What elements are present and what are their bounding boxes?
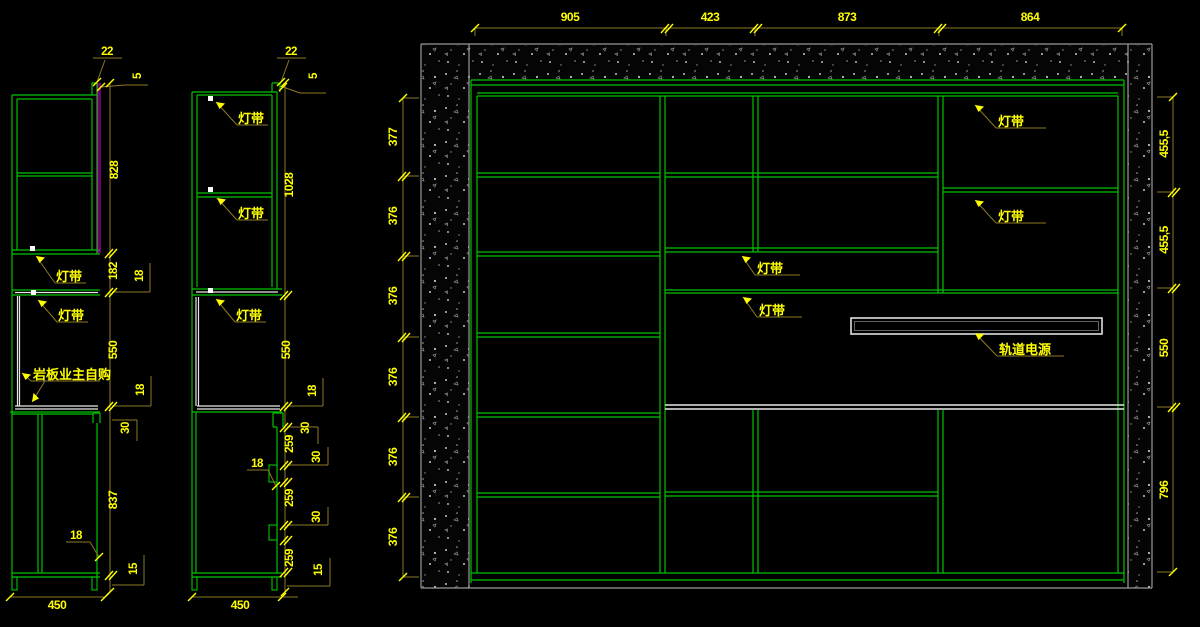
view2-led-strip-mark-1: [208, 96, 213, 101]
v1-dim-30: 30: [120, 422, 132, 434]
v1-dim-5: 5: [132, 72, 144, 79]
v2-dim-450: 450: [231, 598, 250, 612]
view2-stone-slab-lines: [195, 291, 280, 410]
v2-dim-15: 15: [313, 563, 325, 576]
dim-550-main: 550: [1157, 338, 1171, 357]
view1-led-strip-mark-1: [30, 246, 35, 251]
dim-873: 873: [838, 10, 857, 24]
v2-dim-259b: 259: [284, 489, 296, 507]
dim-377: 377: [386, 127, 400, 146]
v2-dim-18: 18: [307, 384, 319, 397]
main-elevation-cabinet: [470, 79, 1125, 583]
view2-structure-lines: [191, 82, 284, 578]
left-wall-hatch: [422, 45, 469, 588]
v1-dim-18b: 18: [135, 383, 147, 396]
v1-dim-828: 828: [107, 160, 121, 179]
view1-stone-slab-lines: [15, 291, 98, 410]
view1-led-strip-mark-2: [31, 290, 36, 295]
view2-edge-notch-1: [268, 464, 278, 483]
label-track-power: 轨道电源: [999, 342, 1051, 357]
v1-dim-837: 837: [106, 490, 120, 509]
v1-dim-18a: 18: [134, 269, 146, 282]
dim-376-4: 376: [386, 447, 400, 466]
cabinet-structure-lines: [470, 79, 1125, 583]
v2-dim-30a: 30: [300, 422, 312, 434]
dim-455-1: 455,5: [1157, 129, 1171, 157]
dim-376-3: 376: [386, 367, 400, 386]
v2-dim-30b: 30: [311, 451, 323, 463]
dim-864: 864: [1021, 10, 1040, 24]
v1-dim-18c: 18: [70, 530, 83, 542]
label-lightstrip-v2c: 灯带: [236, 308, 262, 323]
dim-376-1: 376: [386, 206, 400, 225]
v2-dim-259a: 259: [284, 435, 296, 453]
ceiling-hatch: [469, 45, 1128, 80]
dim-423: 423: [701, 10, 720, 24]
view2-led-strip-mark-3: [208, 288, 213, 293]
v2-dim-5: 5: [308, 72, 320, 79]
view1-back-panel-magenta: [97, 83, 101, 253]
dim-376-2: 376: [386, 286, 400, 305]
wall-boundary-lines: [420, 43, 1153, 589]
v2-dim-30c: 30: [311, 511, 323, 523]
view2-led-strip-mark-2: [208, 187, 213, 192]
label-lightstrip-main3: 灯带: [757, 261, 783, 276]
dim-376-5: 376: [386, 527, 400, 546]
v2-dim-550: 550: [279, 340, 293, 359]
dim-905: 905: [561, 10, 580, 24]
dim-455-2: 455,5: [1157, 225, 1171, 253]
v2-dim-1028: 1028: [282, 172, 296, 198]
label-lightstrip-main2: 灯带: [998, 209, 1024, 224]
label-lightstrip-main4: 灯带: [759, 303, 785, 318]
right-wall-hatch: [1128, 45, 1152, 588]
view1-right-foot: [91, 576, 98, 591]
track-power-bar-inner: [854, 321, 1099, 331]
v1-dim-15: 15: [128, 562, 140, 575]
v2-dim-22: 22: [285, 46, 297, 58]
track-power-bar: [850, 317, 1103, 335]
v2-dim-259c: 259: [284, 549, 296, 567]
label-lightstrip-main1: 灯带: [998, 114, 1024, 129]
label-slab-note: 岩板业主自购: [32, 367, 111, 382]
label-lightstrip-v1b: 灯带: [58, 308, 84, 323]
main-elevation-walls: [420, 43, 1153, 589]
section-view-1: [10, 82, 101, 591]
v2-dim-18-leader: 18: [251, 458, 264, 470]
v1-dim-22: 22: [101, 46, 113, 58]
v1-dim-550: 550: [106, 340, 120, 359]
stone-countertop-line: [665, 404, 1124, 410]
section-view-2: [191, 82, 284, 591]
view1-structure-lines: [10, 82, 101, 578]
view2-right-foot: [271, 576, 278, 591]
label-lightstrip-v2b: 灯带: [238, 206, 264, 221]
dim-796: 796: [1157, 480, 1171, 499]
label-lightstrip-v1a: 灯带: [56, 269, 82, 284]
dimension-text: 905 423 873 864 377 376 376 376 376 376 …: [48, 10, 1171, 612]
view2-edge-notch-2: [268, 524, 278, 541]
label-lightstrip-v2a: 灯带: [238, 111, 264, 126]
view1-left-foot: [11, 576, 18, 591]
v1-dim-450: 450: [48, 598, 67, 612]
v1-dim-182: 182: [108, 262, 120, 280]
annotation-labels: 灯带 灯带 岩板业主自购 灯带 灯带 灯带 灯带 灯带 灯带 灯带 轨道电源: [32, 111, 1051, 382]
view2-left-foot: [191, 576, 198, 591]
